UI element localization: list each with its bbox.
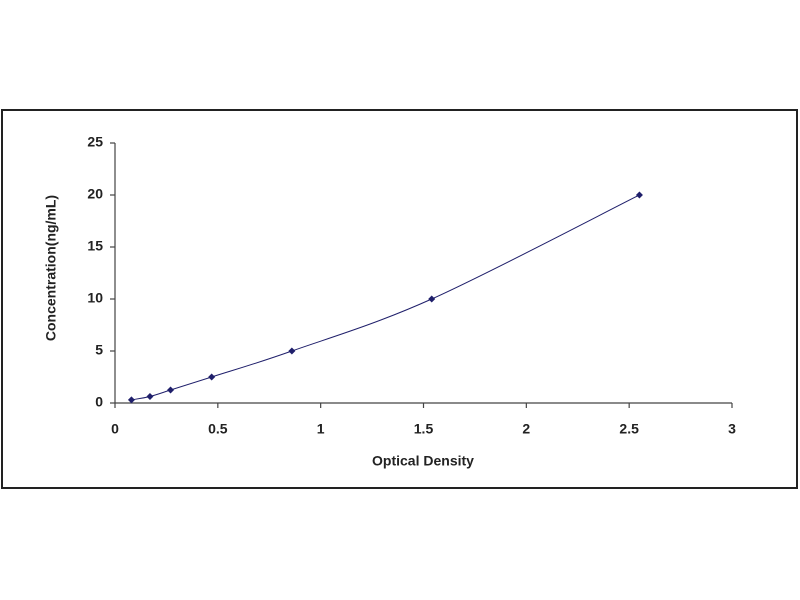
y-tick-label: 15: [87, 238, 103, 254]
x-tick-label: 1: [317, 421, 325, 437]
data-point: [635, 191, 643, 199]
data-point: [208, 373, 216, 381]
data-point: [167, 386, 175, 394]
fit-curve: [131, 194, 640, 401]
x-tick-label: 3: [728, 421, 736, 437]
x-tick-label: 2.5: [619, 421, 639, 437]
y-tick-label: 10: [87, 290, 103, 306]
data-point: [428, 295, 436, 303]
x-axis-label: Optical Density: [372, 453, 474, 469]
data-point: [127, 396, 135, 404]
x-tick-label: 0: [111, 421, 119, 437]
y-tick-label: 20: [87, 186, 103, 202]
y-tick-label: 25: [87, 134, 103, 150]
data-point: [288, 347, 296, 355]
data-point: [146, 393, 154, 400]
x-tick-label: 0.5: [208, 421, 228, 437]
x-tick-label: 2: [522, 421, 530, 437]
x-tick-label: 1.5: [414, 421, 434, 437]
y-tick-label: 5: [95, 342, 103, 358]
y-axis-label: Concentration(ng/mL): [43, 195, 59, 341]
chart-frame: [1, 109, 798, 489]
y-tick-label: 0: [95, 394, 103, 410]
